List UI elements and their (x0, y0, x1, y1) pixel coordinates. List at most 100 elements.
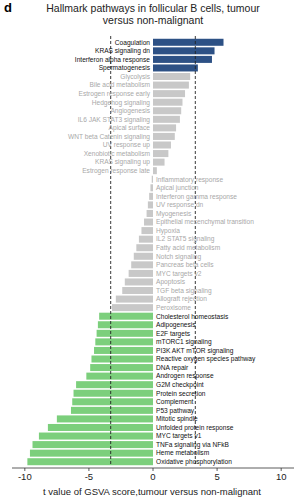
category-label: DNA repair (156, 364, 189, 372)
bar (153, 116, 180, 123)
bar (153, 141, 171, 148)
bar (136, 244, 153, 251)
category-label: Complement (156, 398, 194, 406)
category-label: E2F targets (156, 330, 191, 338)
bar (57, 415, 153, 422)
category-label: Estrogen response early (79, 90, 151, 98)
bar (90, 364, 153, 371)
category-label: Reactive oxygen species pathway (156, 355, 256, 363)
bar (125, 278, 153, 285)
category-label: Hedgehog signaling (92, 99, 151, 107)
bar (139, 236, 153, 243)
x-tick-label: 0 (150, 471, 155, 482)
category-label: Bile acid metabolism (90, 81, 151, 88)
category-labels: CoagulationKRAS signaling dnInterferon a… (68, 39, 256, 466)
category-label: Estrogen response late (82, 167, 150, 175)
bar (76, 381, 153, 388)
category-label: Peroxisome (156, 304, 191, 311)
bar (153, 73, 190, 80)
category-label: Interferon alpha response (75, 56, 150, 64)
bar (116, 296, 153, 303)
category-label: mTORC1 signaling (156, 338, 212, 346)
category-label: G2M checkpoint (156, 381, 204, 389)
x-axis-label: t value of GSVA score,tumour versus non-… (0, 486, 304, 497)
bar (131, 261, 153, 268)
category-label: PI3K AKT mTOR signaling (156, 347, 234, 355)
bar (33, 441, 153, 448)
category-label: MYC targets v2 (156, 270, 202, 278)
category-label: Xenobiotic metabolism (84, 150, 151, 157)
category-label: Fatty acid metabolism (156, 244, 221, 252)
category-label: KRAS signaling up (95, 158, 150, 166)
x-tick-label: 5 (214, 471, 219, 482)
category-label: Coagulation (115, 39, 151, 47)
category-label: Apical junction (156, 184, 199, 192)
bar (30, 450, 153, 457)
bar (153, 133, 175, 140)
category-label: UV response up (103, 141, 151, 149)
bar (48, 424, 153, 431)
chart: CoagulationKRAS signaling dnInterferon a… (0, 0, 304, 501)
bar (129, 270, 153, 277)
bar (153, 167, 157, 174)
category-label: Unfolded protein response (156, 424, 234, 432)
category-label: Epithelial mesenchymal transition (156, 218, 254, 226)
bar (141, 227, 153, 234)
bar (94, 347, 153, 354)
category-label: Spermatogenesis (99, 64, 151, 72)
bar (153, 159, 165, 166)
bar (39, 433, 153, 440)
category-label: Androgen response (156, 372, 214, 380)
bar (97, 330, 153, 337)
category-label: IL6 JAK STAT3 signaling (78, 116, 151, 124)
category-label: Inflammatory response (156, 176, 223, 184)
bar (153, 99, 182, 106)
category-label: TGF beta signaling (156, 287, 212, 295)
category-label: Mitotic spindle (156, 415, 198, 423)
bar (27, 458, 153, 465)
category-label: Apical surface (109, 124, 151, 132)
bar (153, 56, 212, 63)
bar (86, 373, 153, 380)
bar (74, 390, 153, 397)
category-label: Glycolysis (120, 73, 150, 81)
category-label: TNFa signaling via NFkB (156, 441, 230, 449)
category-label: Oxidative phosphorylation (156, 458, 232, 466)
x-tick-label: -10 (18, 471, 32, 482)
category-label: Hypoxia (156, 227, 180, 235)
bar (153, 124, 176, 131)
category-label: MYC targets v1 (156, 432, 202, 440)
category-label: Notch signaling (156, 253, 201, 261)
bar (153, 64, 198, 71)
category-label: Pancreas beta cells (156, 261, 214, 268)
category-label: Adipogenesis (156, 321, 196, 329)
bar (149, 193, 153, 200)
title: Hallmark pathways in follicular B cells,… (40, 2, 266, 26)
category-label: UV response dn (156, 201, 204, 209)
category-label: IL2 STAT5 signaling (156, 235, 215, 243)
bar (153, 107, 181, 114)
category-label: Myogenesis (156, 210, 192, 218)
category-label: KRAS signaling dn (95, 47, 150, 55)
bar (153, 82, 189, 89)
bar (122, 287, 153, 294)
bar (72, 398, 153, 405)
category-label: P53 pathway (156, 407, 195, 415)
category-label: Apoptosis (156, 278, 186, 286)
bar (134, 253, 153, 260)
category-label: Protein secretion (156, 390, 206, 397)
category-label: WNT beta Catenin signaling (68, 133, 150, 141)
bar (91, 355, 153, 362)
x-tick-label: 10 (276, 471, 287, 482)
bar (99, 313, 153, 320)
bar (153, 90, 185, 97)
bar (98, 321, 153, 328)
panel-label: d (4, 0, 12, 15)
bar (112, 304, 153, 311)
bar (150, 184, 153, 191)
bar (148, 201, 153, 208)
category-label: Angiogenesis (110, 107, 150, 115)
bar (153, 47, 215, 54)
x-tick-label: -5 (85, 471, 93, 482)
bar (152, 176, 153, 183)
